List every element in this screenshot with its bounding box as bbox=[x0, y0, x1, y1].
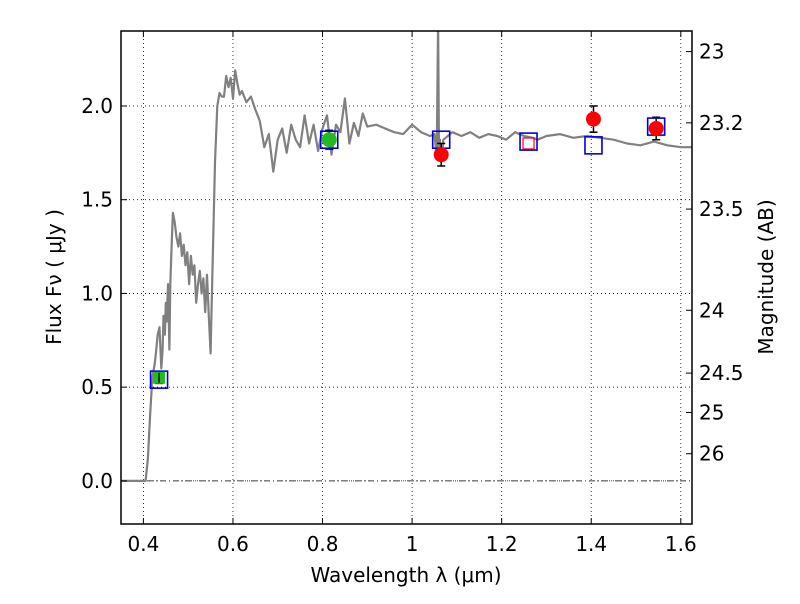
y-tick-label: 1.0 bbox=[81, 281, 113, 305]
ground-photometry-marker bbox=[321, 132, 337, 148]
y-axis-label: Flux Fν ( μJy ) bbox=[42, 209, 66, 345]
plot-area bbox=[121, 31, 692, 482]
tick-labels: 0.4 0.6 0.8 1 1.2 1.4 1.6 0.0 0.5 1.0 1.5 2.0 23 23.2… bbox=[81, 40, 743, 556]
x-tick-label: 1.2 bbox=[486, 532, 518, 556]
right-tick-label: 26 bbox=[699, 442, 724, 466]
model-photometry-marker bbox=[584, 136, 603, 155]
right-tick-label: 24.5 bbox=[699, 361, 744, 385]
x-tick-label: 1 bbox=[406, 532, 419, 556]
open-photometry-marker bbox=[522, 137, 535, 150]
x-tick-label: 0.8 bbox=[307, 532, 339, 556]
y-tick-label: 0.5 bbox=[81, 375, 113, 399]
y-tick-label: 2.0 bbox=[81, 94, 113, 118]
x-tick-label: 0.6 bbox=[217, 532, 249, 556]
right-tick-label: 23.2 bbox=[699, 111, 744, 135]
measured-photometry-marker bbox=[648, 120, 664, 136]
axes-frame bbox=[120, 30, 693, 525]
measured-photometry-marker bbox=[585, 111, 601, 127]
y-tick-label: 0.0 bbox=[81, 469, 113, 493]
right-tick-label: 24 bbox=[699, 298, 724, 322]
markers bbox=[149, 111, 666, 389]
ticks bbox=[121, 31, 692, 524]
x-tick-label: 1.4 bbox=[575, 532, 607, 556]
x-axis-label: Wavelength λ (μm) bbox=[310, 563, 501, 587]
model-photometry-marker bbox=[519, 132, 538, 151]
model-spectrum-line bbox=[121, 31, 692, 482]
x-tick-label: 1.6 bbox=[665, 532, 697, 556]
x-tick-label: 0.4 bbox=[127, 532, 159, 556]
model-photometry-marker bbox=[319, 130, 339, 150]
right-tick-label: 25 bbox=[699, 400, 724, 424]
measured-photometry-marker bbox=[433, 147, 449, 163]
y-tick-label: 1.5 bbox=[81, 188, 113, 212]
right-tick-label: 23.5 bbox=[699, 197, 744, 221]
model-photometry-marker bbox=[149, 370, 169, 389]
right-tick-label: 23 bbox=[699, 40, 724, 64]
right-axis-label: Magnitude (AB) bbox=[754, 199, 778, 354]
